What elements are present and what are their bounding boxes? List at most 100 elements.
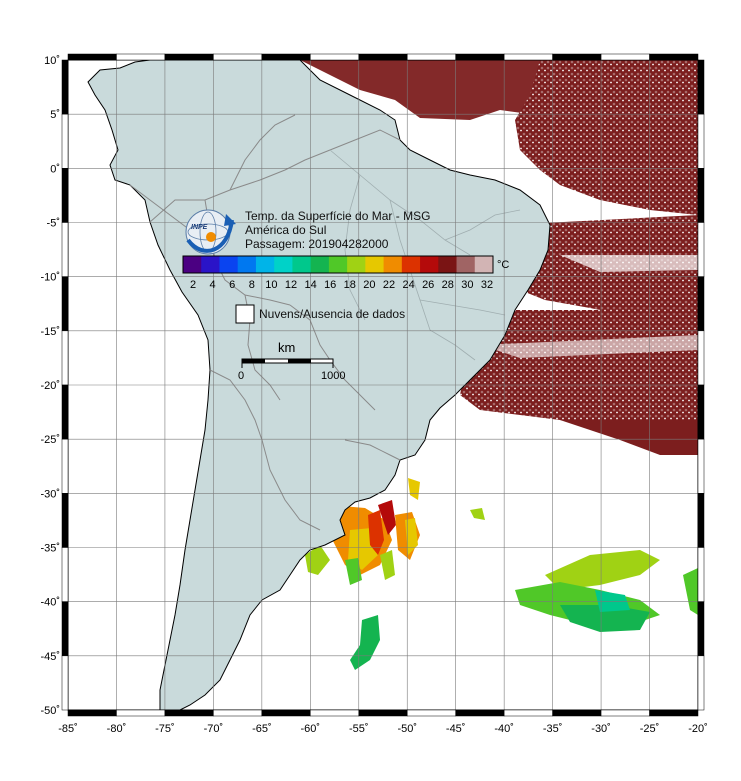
colorbar (182, 255, 494, 274)
frame-segment-right (697, 276, 705, 332)
map-title: Temp. da Superfície do Mar - MSG (245, 209, 430, 223)
frame-segment-left (61, 547, 69, 602)
frame-segment-right (697, 601, 705, 657)
frame-segment-bottom (649, 709, 699, 717)
frame-segment-top (503, 53, 553, 61)
frame-segment-top (67, 53, 117, 61)
frame-segment-right (697, 493, 705, 548)
frame-segment-top (213, 53, 263, 61)
colorbar-tick-label: 4 (210, 279, 216, 291)
frame-segment-top (406, 53, 456, 61)
lat-label: -15˚ (40, 326, 60, 338)
lon-label: -35˚ (543, 723, 563, 735)
colorbar-tick-label: 8 (249, 279, 255, 291)
lon-label: -65˚ (252, 723, 272, 735)
frame-segment-top (649, 53, 699, 61)
colorbar-swatch (456, 256, 476, 273)
lat-label: 5˚ (50, 109, 60, 121)
frame-segment-right (697, 655, 705, 711)
lat-label: -35˚ (40, 543, 60, 555)
frame-segment-left (61, 113, 69, 169)
frame-segment-bottom (310, 709, 360, 717)
frame-segment-right (697, 547, 705, 602)
lat-label: -45˚ (40, 651, 60, 663)
colorbar-swatch (438, 256, 458, 273)
lon-label: -45˚ (446, 723, 466, 735)
map-region: América do Sul (245, 223, 326, 237)
nodata-swatch (235, 304, 255, 324)
frame-segment-top (358, 53, 408, 61)
lat-label: -20˚ (40, 380, 60, 392)
map-frame (61, 53, 705, 717)
lon-label: -30˚ (591, 723, 611, 735)
scale-bar: km 0 1000 (238, 340, 345, 382)
lat-label: -10˚ (40, 272, 60, 284)
frame-segment-bottom (358, 709, 408, 717)
colorbar-ticks: 2 4 6 8 10 12 14 16 18 20 22 24 26 28 30 32 (190, 279, 493, 291)
longitude-labels: -85˚ -80˚ -75˚ -70˚ -65˚ -60˚ -55˚ -50˚ -45˚ -40˚… (58, 723, 708, 735)
frame-segment-left (61, 222, 69, 277)
frame-segment-right (697, 113, 705, 169)
frame-segment-bottom (261, 709, 311, 717)
lon-label: -20˚ (688, 723, 708, 735)
colorbar-swatch (365, 256, 385, 273)
frame-segment-right (697, 438, 705, 494)
frame-segment-left (61, 168, 69, 223)
frame-segment-right (697, 168, 705, 223)
frame-segment-top (600, 53, 650, 61)
colorbar-tick-label: 18 (344, 279, 356, 291)
lon-label: -50˚ (397, 723, 417, 735)
colorbar-swatch (383, 256, 403, 273)
colorbar-tick-label: 20 (363, 279, 375, 291)
colorbar-swatch (219, 256, 239, 273)
scalebar-unit: km (278, 340, 295, 355)
colorbar-unit: °C (497, 259, 509, 271)
colorbar-tick-label: 30 (461, 279, 473, 291)
colorbar-tick-label: 16 (324, 279, 336, 291)
frame-segment-right (697, 384, 705, 440)
colorbar-swatch (183, 256, 202, 273)
frame-segment-bottom (116, 709, 166, 717)
frame-segment-left (61, 384, 69, 440)
frame-segment-left (61, 655, 69, 711)
colorbar-tick-label: 6 (229, 279, 235, 291)
frame-segment-bottom (406, 709, 456, 717)
colorbar-swatch (328, 256, 348, 273)
colorbar-swatch (292, 256, 312, 273)
lon-label: -55˚ (349, 723, 369, 735)
colorbar-tick-label: 32 (481, 279, 493, 291)
frame-segment-left (61, 493, 69, 548)
lon-label: -40˚ (494, 723, 514, 735)
nodata-label: Nuvens/Ausencia de dados (259, 307, 405, 321)
frame-segment-top (455, 53, 505, 61)
svg-text:INPE: INPE (191, 224, 208, 231)
frame-segment-bottom (552, 709, 602, 717)
colorbar-swatch (274, 256, 293, 273)
lat-label: -40˚ (40, 597, 60, 609)
warm-sst-region (300, 60, 698, 455)
map-pass-time: Passagem: 201904282000 (245, 237, 389, 251)
frame-segment-left (61, 59, 69, 115)
colorbar-swatch (201, 256, 220, 273)
colorbar-tick-label: 26 (422, 279, 434, 291)
lat-label: 10˚ (44, 55, 60, 67)
frame-segment-top (310, 53, 360, 61)
colorbar-swatch (237, 256, 257, 273)
colorbar-swatch (347, 256, 366, 273)
lat-label: -30˚ (40, 488, 60, 500)
latitude-labels: 10˚ 5˚ 0˚ -5˚ -10˚ -15˚ -20˚ -25˚ -30˚ -35˚ -40˚ -4… (40, 55, 60, 717)
lon-label: -60˚ (301, 723, 321, 735)
lat-label: -50˚ (40, 705, 60, 717)
lon-label: -70˚ (204, 723, 224, 735)
frame-segment-bottom (600, 709, 650, 717)
inpe-logo: INPE (185, 209, 236, 255)
lat-label: 0˚ (50, 163, 60, 175)
lat-label: -5˚ (47, 218, 60, 230)
frame-segment-bottom (213, 709, 263, 717)
colorbar-tick-label: 22 (383, 279, 395, 291)
colorbar-swatch (255, 256, 275, 273)
frame-segment-bottom (503, 709, 553, 717)
frame-segment-top (552, 53, 602, 61)
lon-label: -25˚ (640, 723, 660, 735)
